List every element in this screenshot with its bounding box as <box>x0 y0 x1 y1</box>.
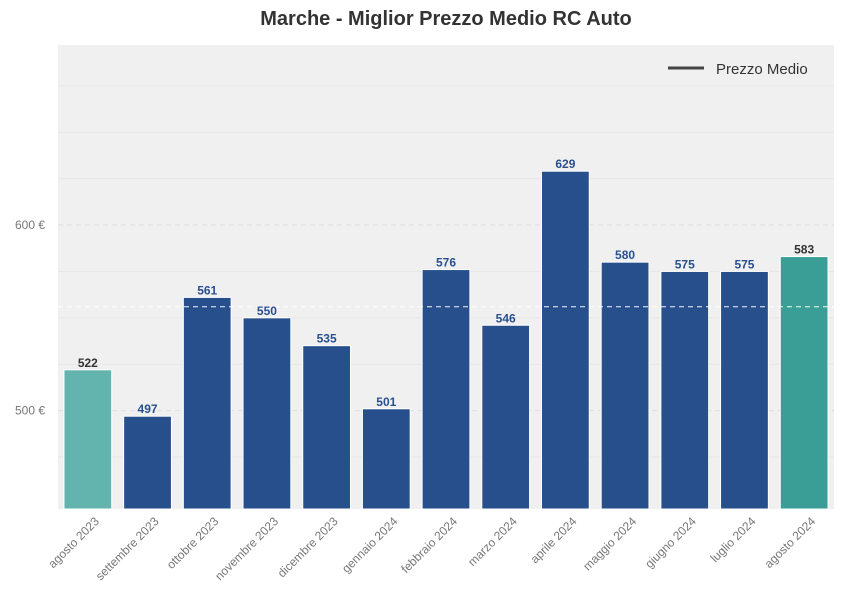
x-tick-label: agosto 2023 <box>45 514 102 571</box>
y-axis: 500 € 600 € <box>15 218 45 418</box>
legend: Prezzo Medio <box>668 61 808 78</box>
data-label: 561 <box>197 283 217 297</box>
x-tick-label: febbraio 2024 <box>398 514 460 576</box>
bar <box>421 269 471 510</box>
data-label: 546 <box>496 311 516 325</box>
x-tick-label: maggio 2024 <box>580 514 639 573</box>
data-labels: 522 497 561 550 535 501 576 546 629 580 575 575 583 <box>78 157 815 416</box>
data-label: 497 <box>138 402 158 416</box>
bar <box>660 270 710 510</box>
data-label: 583 <box>794 243 814 257</box>
data-label: 580 <box>615 248 635 262</box>
x-tick-label: settembre 2023 <box>93 514 162 583</box>
x-tick-label: novembre 2023 <box>212 514 281 583</box>
bar <box>361 408 411 510</box>
bar <box>182 296 232 510</box>
bar <box>242 317 292 510</box>
x-tick-label: marzo 2024 <box>465 514 520 569</box>
x-tick-label: dicembre 2023 <box>275 514 341 580</box>
x-tick-label: aprile 2024 <box>528 514 580 566</box>
y-tick-label: 500 € <box>15 404 45 418</box>
x-tick-label: giugno 2024 <box>642 514 699 571</box>
bars <box>63 170 829 510</box>
data-label: 535 <box>317 332 337 346</box>
data-label: 550 <box>257 304 277 318</box>
x-tick-label: gennaio 2024 <box>339 514 401 576</box>
data-label: 522 <box>78 356 98 370</box>
bar <box>600 261 650 510</box>
bar <box>541 170 590 510</box>
data-label: 501 <box>376 395 396 409</box>
x-tick-label: agosto 2024 <box>762 514 819 571</box>
bar <box>63 369 113 510</box>
x-tick-label: ottobre 2023 <box>164 514 222 572</box>
chart-title: Marche - Miglior Prezzo Medio RC Auto <box>260 8 632 30</box>
y-tick-label: 600 € <box>15 218 45 232</box>
bar <box>481 324 531 510</box>
data-label: 575 <box>734 257 754 271</box>
legend-label: Prezzo Medio <box>716 61 808 78</box>
bar <box>720 270 769 510</box>
data-label: 629 <box>555 157 575 171</box>
data-label: 575 <box>675 257 695 271</box>
bar <box>302 345 351 510</box>
data-label: 576 <box>436 256 456 270</box>
bar <box>123 415 172 510</box>
x-tick-label: luglio 2024 <box>708 514 759 565</box>
bar <box>779 256 829 510</box>
